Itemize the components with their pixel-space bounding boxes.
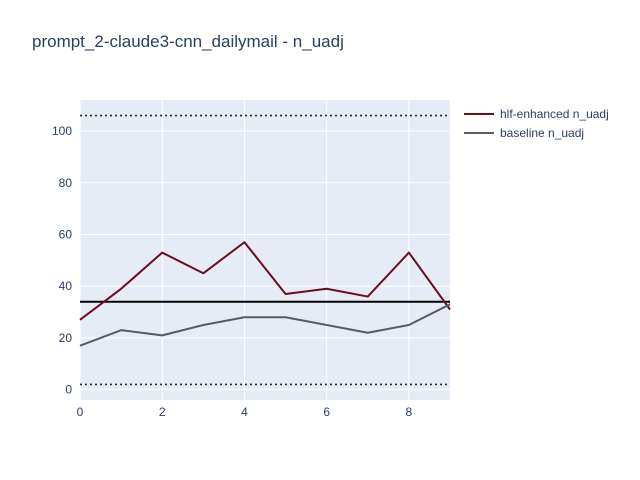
series-line-2 <box>79 303 451 347</box>
legend: hlf-enhanced n_uadj baseline n_uadj <box>464 107 609 140</box>
series-lines <box>79 241 451 347</box>
legend-label: baseline n_uadj <box>500 126 584 140</box>
y-tick-label: 100 <box>52 124 72 138</box>
y-tick-label: 80 <box>59 176 73 190</box>
x-tick-label: 4 <box>241 405 248 419</box>
chart-title: prompt_2-claude3-cnn_dailymail - n_uadj <box>32 32 344 51</box>
y-tick-label: 0 <box>65 383 72 397</box>
x-tick-label: 2 <box>159 405 166 419</box>
x-tick-label: 0 <box>77 405 84 419</box>
y-tick-label: 20 <box>59 331 73 345</box>
y-tick-label: 60 <box>59 227 73 241</box>
reference-lines <box>80 114 450 386</box>
y-tick-label: 40 <box>59 279 73 293</box>
legend-label: hlf-enhanced n_uadj <box>500 107 609 121</box>
axis-ticks: 0 20 40 60 80 100 0 2 4 6 8 <box>52 124 413 419</box>
plot-area <box>80 100 450 400</box>
grid-lines <box>79 100 450 400</box>
x-tick-label: 6 <box>323 405 330 419</box>
series-line-1 <box>79 241 451 321</box>
x-tick-label: 8 <box>406 405 413 419</box>
